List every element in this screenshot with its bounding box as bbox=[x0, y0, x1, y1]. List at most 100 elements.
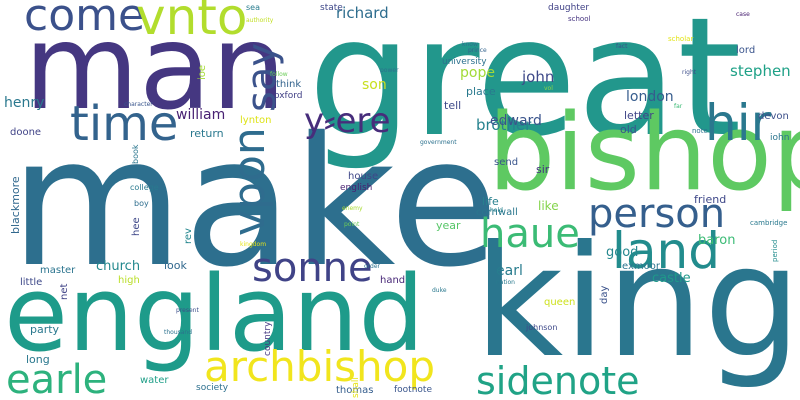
cloud-word: old bbox=[620, 123, 637, 136]
cloud-word: william bbox=[176, 107, 226, 123]
cloud-word: society bbox=[196, 383, 229, 393]
cloud-word: year bbox=[436, 219, 461, 232]
cloud-word: english bbox=[340, 183, 373, 193]
cloud-word: hand bbox=[380, 275, 406, 286]
cloud-word: little bbox=[20, 277, 43, 288]
cloud-word: period bbox=[771, 239, 779, 262]
cloud-word: net bbox=[59, 283, 70, 300]
cloud-word: king bbox=[474, 213, 800, 392]
cloud-word: know bbox=[462, 41, 478, 48]
cloud-word: son bbox=[362, 77, 387, 93]
cloud-word: prince bbox=[468, 47, 487, 54]
cloud-word: stephen bbox=[730, 62, 791, 80]
cloud-word: hir bbox=[705, 94, 772, 152]
cloud-word: archbishop bbox=[204, 342, 435, 391]
cloud-word: university bbox=[442, 57, 487, 67]
cloud-word: house bbox=[348, 171, 379, 182]
cloud-word: water bbox=[140, 375, 169, 386]
cloud-word: queen bbox=[544, 297, 576, 308]
cloud-word: character bbox=[124, 101, 153, 108]
cloud-word: johnson bbox=[526, 323, 558, 332]
cloud-word: time bbox=[70, 96, 179, 152]
cloud-word: daughter bbox=[548, 3, 590, 13]
cloud-word: sea bbox=[246, 3, 260, 12]
cloud-word: kingdom bbox=[240, 241, 267, 248]
cloud-word: sidenote bbox=[476, 359, 640, 400]
cloud-word: enemy bbox=[342, 205, 363, 212]
cloud-word: oxford bbox=[274, 91, 303, 101]
cloud-word: london bbox=[626, 89, 674, 105]
cloud-word: richard bbox=[336, 4, 389, 22]
cloud-word: england bbox=[4, 253, 425, 375]
cloud-word: lynton bbox=[240, 115, 272, 126]
cloud-word: school bbox=[568, 15, 591, 23]
cloud-word: think bbox=[276, 79, 302, 90]
cloud-word: send bbox=[494, 157, 519, 168]
cloud-word: exmoor bbox=[622, 261, 660, 272]
cloud-word: doone bbox=[10, 127, 42, 138]
cloud-word: thousand bbox=[164, 329, 193, 336]
cloud-word: book bbox=[131, 144, 140, 165]
cloud-word: make bbox=[10, 99, 499, 306]
cloud-word: high bbox=[118, 275, 140, 286]
cloud-word: land bbox=[612, 222, 720, 280]
cloud-word: like bbox=[538, 199, 559, 213]
cloud-word: country bbox=[263, 321, 273, 356]
cloud-word: letter bbox=[624, 109, 654, 122]
cloud-word: sonne bbox=[252, 245, 373, 291]
cloud-word: come bbox=[24, 0, 146, 41]
cloud-word: man bbox=[24, 0, 287, 136]
cloud-word: point bbox=[344, 221, 360, 228]
cloud-word: earle bbox=[6, 357, 108, 400]
cloud-word: fact bbox=[616, 43, 628, 50]
cloud-word: pope bbox=[460, 65, 495, 81]
cloud-word: cambridge bbox=[750, 219, 788, 227]
cloud-word: long bbox=[26, 353, 50, 366]
cloud-word: devon bbox=[758, 111, 789, 122]
cloud-word: ioe bbox=[197, 64, 208, 80]
cloud-word: baron bbox=[698, 233, 736, 248]
cloud-word: scholar bbox=[668, 35, 694, 43]
cloud-word: hee bbox=[131, 217, 142, 236]
cloud-word: day bbox=[599, 285, 610, 304]
cloud-word: far bbox=[674, 103, 683, 110]
cloud-word: bishop bbox=[488, 91, 800, 214]
cloud-word: footnote bbox=[394, 385, 432, 395]
cloud-word: state bbox=[320, 3, 343, 13]
cloud-word: vnto bbox=[136, 0, 248, 46]
cloud-word: cornwall bbox=[476, 207, 518, 218]
cloud-word: john bbox=[522, 68, 555, 86]
cloud-word: party bbox=[30, 323, 60, 336]
cloud-word: vol bbox=[544, 85, 553, 92]
cloud-word: henry bbox=[4, 95, 45, 111]
cloud-word: edward bbox=[490, 113, 542, 129]
cloud-word: right bbox=[682, 69, 697, 76]
cloud-word: power bbox=[380, 67, 399, 74]
cloud-word: church bbox=[96, 259, 141, 274]
cloud-word: place bbox=[466, 85, 496, 98]
cloud-word: follow bbox=[270, 71, 288, 78]
cloud-word: master bbox=[40, 265, 76, 276]
cloud-word: government bbox=[420, 139, 457, 146]
cloud-word: thomas bbox=[336, 385, 374, 396]
cloud-word: authority bbox=[246, 17, 274, 24]
cloud-word: earl bbox=[496, 263, 523, 279]
cloud-word: tell bbox=[444, 99, 462, 112]
cloud-word: castle bbox=[652, 271, 691, 286]
cloud-word: vpon bbox=[224, 127, 275, 236]
cloud-word: person bbox=[588, 191, 726, 237]
cloud-word: boy bbox=[134, 199, 149, 208]
cloud-word: sir bbox=[536, 163, 550, 176]
cloud-word: life bbox=[482, 195, 499, 208]
cloud-word: good bbox=[606, 245, 639, 260]
cloud-word: present bbox=[176, 307, 199, 314]
cloud-word: duke bbox=[432, 287, 447, 294]
cloud-word: look bbox=[164, 259, 187, 272]
cloud-word: return bbox=[190, 127, 224, 140]
cloud-word: brother bbox=[476, 116, 532, 134]
cloud-word: friend bbox=[694, 193, 727, 206]
cloud-word: iohn bbox=[770, 133, 790, 143]
cloud-word: order bbox=[364, 263, 380, 270]
cloud-word: great bbox=[308, 0, 742, 173]
cloud-word: college bbox=[130, 183, 159, 192]
